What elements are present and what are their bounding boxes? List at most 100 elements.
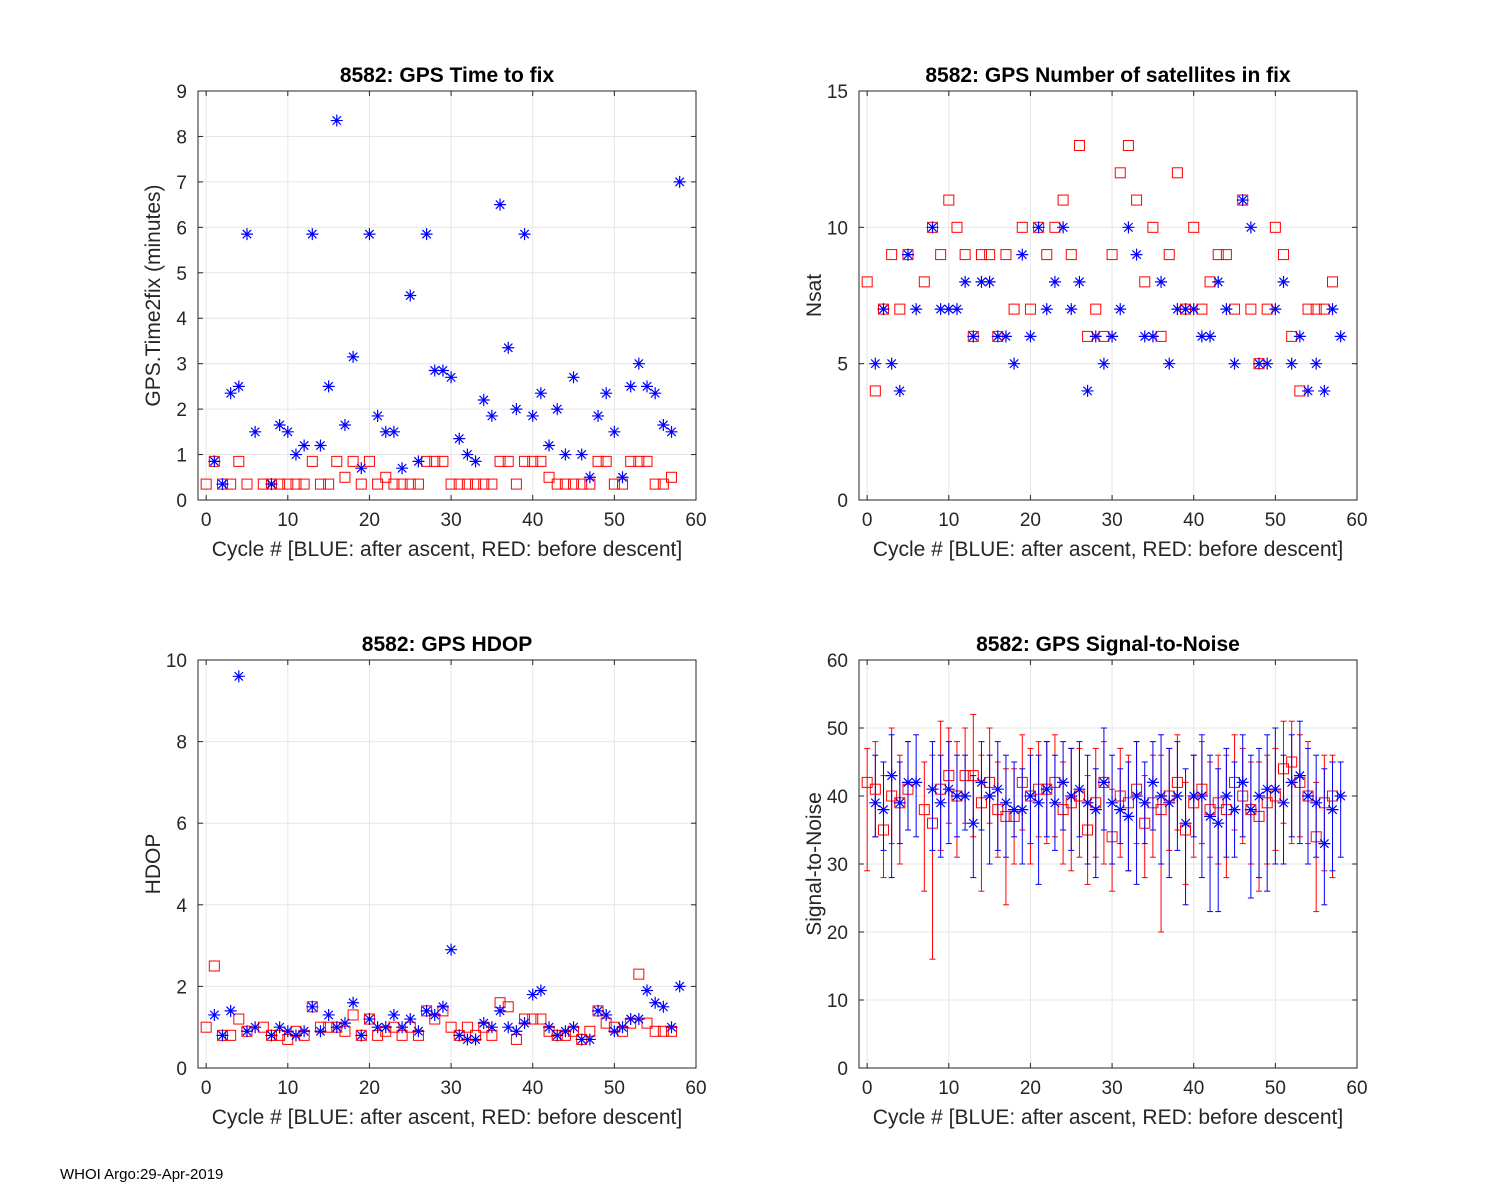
data-point-star bbox=[942, 303, 955, 316]
y-tick-label: 15 bbox=[827, 82, 848, 103]
data-point-square bbox=[861, 276, 873, 288]
data-point-square bbox=[290, 478, 302, 490]
data-point-star bbox=[485, 409, 498, 422]
data-point-star bbox=[926, 221, 939, 234]
data-point-star bbox=[624, 380, 637, 393]
data-point-star bbox=[632, 357, 645, 370]
data-point-square bbox=[445, 478, 457, 490]
data-point-square bbox=[576, 478, 588, 490]
data-point-star bbox=[298, 439, 311, 452]
data-point-star bbox=[885, 357, 898, 370]
data-point-star bbox=[412, 1025, 425, 1038]
data-point-star bbox=[1097, 776, 1110, 789]
data-point-star bbox=[1277, 275, 1290, 288]
y-axis-label: GPS.Time2fix (minutes) bbox=[142, 184, 165, 406]
data-point-star bbox=[281, 1025, 294, 1038]
data-point-star bbox=[592, 1004, 605, 1017]
data-point-star bbox=[526, 988, 539, 1001]
data-point-square bbox=[502, 1001, 514, 1013]
data-point-star bbox=[600, 387, 613, 400]
data-point-star bbox=[208, 455, 221, 468]
data-point-star bbox=[1326, 303, 1339, 316]
x-axis-label: Cycle # [BLUE: after ascent, RED: before… bbox=[873, 1106, 1343, 1129]
data-point-star bbox=[901, 248, 914, 261]
x-tick-label: 0 bbox=[862, 1078, 873, 1099]
data-point-square bbox=[649, 1025, 661, 1037]
x-tick-label: 20 bbox=[359, 510, 380, 531]
data-point-star bbox=[240, 1025, 253, 1038]
y-tick-label: 20 bbox=[827, 923, 848, 944]
data-point-star bbox=[363, 228, 376, 241]
data-point-star bbox=[967, 817, 980, 830]
axes-frame bbox=[197, 90, 697, 501]
x-tick-label: 40 bbox=[522, 510, 543, 531]
data-point-square bbox=[1327, 276, 1339, 288]
x-tick-label: 50 bbox=[604, 1078, 625, 1099]
data-point-square bbox=[1041, 249, 1053, 261]
data-point-star bbox=[355, 1029, 368, 1042]
data-point-star bbox=[1187, 790, 1200, 802]
data-point-star bbox=[1220, 303, 1233, 316]
series-after-ascent bbox=[869, 194, 1347, 397]
data-point-square bbox=[543, 471, 555, 483]
data-point-star bbox=[1293, 330, 1306, 343]
data-point-star bbox=[1065, 303, 1078, 316]
data-point-star bbox=[991, 330, 1004, 343]
data-point-square bbox=[1073, 140, 1085, 152]
x-tick-label: 30 bbox=[1102, 1078, 1123, 1099]
data-point-star bbox=[1269, 303, 1282, 316]
data-point-square bbox=[657, 1025, 669, 1037]
data-point-square bbox=[959, 249, 971, 261]
data-point-star bbox=[281, 425, 294, 438]
data-point-star bbox=[347, 350, 360, 363]
data-point-star bbox=[404, 1013, 417, 1026]
y-tick-label: 10 bbox=[827, 218, 848, 239]
data-point-star bbox=[1146, 330, 1159, 343]
data-point-star bbox=[934, 796, 947, 809]
data-point-square bbox=[208, 960, 220, 972]
data-point-star bbox=[665, 1021, 678, 1034]
data-point-star bbox=[959, 790, 972, 802]
x-tick-label: 50 bbox=[1265, 1078, 1286, 1099]
data-point-star bbox=[1318, 384, 1331, 397]
data-point-square bbox=[918, 804, 930, 816]
data-point-square bbox=[339, 471, 351, 483]
data-point-star bbox=[673, 980, 686, 993]
data-point-square bbox=[470, 478, 482, 490]
chart-title: 8582: GPS Signal-to-Noise bbox=[976, 633, 1240, 656]
data-point-star bbox=[1008, 357, 1021, 370]
data-point-square bbox=[494, 455, 506, 467]
data-point-star bbox=[404, 289, 417, 302]
data-point-star bbox=[950, 790, 963, 802]
x-axis-label: Cycle # [BLUE: after ascent, RED: before… bbox=[212, 1106, 682, 1129]
y-tick-label: 4 bbox=[176, 309, 187, 330]
x-tick-label: 60 bbox=[1346, 510, 1367, 531]
data-point-star bbox=[893, 796, 906, 809]
data-point-star bbox=[999, 796, 1012, 809]
data-point-square bbox=[1000, 249, 1012, 261]
data-point-star bbox=[608, 425, 621, 438]
data-point-square bbox=[502, 455, 514, 467]
y-tick-label: 2 bbox=[176, 977, 187, 998]
data-point-star bbox=[314, 439, 327, 452]
data-point-star bbox=[461, 448, 474, 461]
data-point-star bbox=[1081, 384, 1094, 397]
data-point-square bbox=[1131, 194, 1143, 206]
data-point-star bbox=[934, 303, 947, 316]
y-tick-label: 1 bbox=[176, 446, 187, 467]
data-point-star bbox=[445, 371, 458, 384]
x-tick-label: 10 bbox=[277, 1078, 298, 1099]
data-point-star bbox=[216, 1029, 229, 1042]
data-point-star bbox=[543, 1021, 556, 1034]
x-tick-label: 40 bbox=[522, 1078, 543, 1099]
data-point-square bbox=[396, 478, 408, 490]
data-point-star bbox=[453, 432, 466, 445]
x-tick-label: 20 bbox=[359, 1078, 380, 1099]
data-point-square bbox=[363, 455, 375, 467]
chart-title: 8582: GPS Time to fix bbox=[340, 64, 555, 87]
y-tick-label: 60 bbox=[827, 651, 848, 672]
y-tick-label: 5 bbox=[176, 264, 187, 285]
x-tick-label: 60 bbox=[685, 510, 706, 531]
data-point-square bbox=[935, 249, 947, 261]
data-point-star bbox=[673, 175, 686, 188]
